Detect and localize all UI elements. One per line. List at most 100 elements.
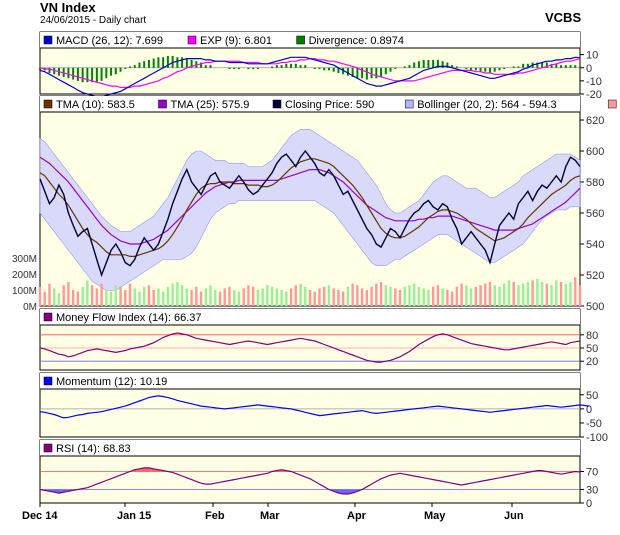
chart-title: VN Index — [40, 0, 96, 15]
divergence-bar — [195, 61, 198, 68]
divergence-bar — [152, 58, 155, 68]
volume-bar — [109, 291, 113, 306]
volume-bar — [417, 286, 421, 306]
volume-bar — [199, 291, 203, 306]
volume-bar — [507, 280, 511, 306]
rsi-overbought-fill — [151, 468, 157, 472]
momentum-tick-label: -100 — [586, 432, 608, 444]
divergence-bar — [484, 67, 487, 72]
tma10-line — [39, 158, 581, 257]
volume-bar — [431, 286, 435, 306]
rsi-oversold-fill — [66, 489, 71, 492]
volume-bar — [308, 290, 312, 306]
divergence-bar — [446, 62, 449, 68]
macd-line — [39, 56, 581, 98]
divergence-bar — [105, 67, 108, 79]
divergence-bar — [512, 66, 515, 68]
volume-bar — [346, 286, 350, 306]
price-legend-swatch — [158, 99, 167, 109]
volume-tick-label: 300M — [12, 254, 37, 265]
price-tick-label: 600 — [586, 146, 604, 158]
divergence-bar — [95, 67, 98, 83]
mfi-line — [39, 332, 581, 363]
volume-bar — [337, 290, 340, 306]
volume-bar — [427, 290, 430, 306]
volume-bar — [564, 283, 567, 306]
volume-bar — [76, 291, 80, 306]
rsi-overbought-fill — [279, 469, 284, 472]
divergence-bar — [91, 67, 94, 83]
divergence-bar — [247, 67, 250, 70]
divergence-bar — [550, 63, 553, 68]
divergence-bar — [294, 63, 297, 68]
divergence-bar — [332, 67, 335, 72]
volume-bar — [574, 277, 577, 306]
divergence-bar — [237, 67, 240, 70]
divergence-bar — [351, 67, 354, 77]
divergence-bar — [67, 67, 70, 79]
volume-bar — [214, 290, 217, 306]
volume-bar — [318, 288, 321, 306]
volume-bar — [171, 283, 174, 306]
momentum-tick-label: 0 — [586, 404, 592, 416]
momentum-legend-label: Momentum (12): 10.19 — [56, 376, 167, 388]
price-tick-label: 620 — [586, 115, 604, 127]
rsi-overbought-fill — [156, 469, 161, 472]
divergence-bar — [228, 67, 231, 70]
volume-bar — [161, 291, 165, 306]
x-axis-label: Feb — [205, 510, 225, 522]
divergence-bar — [76, 67, 79, 81]
divergence-bar — [380, 67, 383, 77]
volume-bar — [195, 286, 198, 306]
divergence-bar — [185, 58, 188, 68]
price-tick-label: 540 — [586, 239, 604, 251]
volume-bar — [408, 285, 411, 306]
rsi-legend-swatch — [43, 443, 53, 453]
volume-bar — [261, 288, 264, 306]
volume-bar — [460, 283, 463, 306]
price-tick-label: 560 — [586, 208, 604, 220]
divergence-bar — [233, 67, 236, 70]
volume-bar — [285, 291, 288, 306]
rsi-oversold-fill — [340, 489, 346, 494]
rsi-oversold-fill — [56, 489, 62, 494]
volume-bar — [365, 290, 369, 306]
divergence-bar — [503, 67, 506, 70]
rsi-oversold-fill — [47, 489, 52, 492]
volume-tick-label: 200M — [12, 270, 37, 281]
macd-legend-label: EXP (9): 6.801 — [200, 35, 272, 47]
divergence-bar — [375, 67, 378, 79]
divergence-bar — [470, 67, 473, 71]
macd-legend-swatch — [43, 35, 53, 45]
divergence-bar — [455, 66, 458, 68]
volume-bar — [133, 288, 136, 306]
divergence-bar — [143, 61, 146, 68]
divergence-bar — [541, 62, 544, 68]
volume-bar — [493, 285, 496, 306]
volume-bar — [242, 288, 245, 306]
volume-bar — [332, 288, 335, 306]
divergence-bar — [536, 62, 539, 68]
divergence-bar — [361, 67, 364, 79]
volume-bar — [450, 291, 454, 306]
volume-bar — [95, 288, 99, 306]
volume-bar — [379, 282, 383, 306]
rsi-line — [39, 467, 581, 495]
volume-bar — [289, 288, 293, 306]
price-legend-bar — [40, 96, 580, 112]
divergence-bar — [190, 59, 193, 68]
volume-bar — [228, 286, 231, 306]
divergence-bar — [181, 57, 184, 68]
divergence-bar — [394, 67, 397, 70]
volume-bar — [86, 280, 89, 306]
volume-bar — [138, 291, 141, 306]
macd-legend-swatch — [187, 35, 197, 45]
momentum-legend-bar — [40, 373, 580, 389]
divergence-bar — [356, 67, 359, 79]
divergence-bar — [427, 59, 430, 68]
volume-bar — [370, 286, 373, 306]
volume-bar — [327, 285, 331, 306]
volume-bar — [512, 282, 515, 306]
rsi-tick-label: 30 — [586, 485, 598, 497]
volume-bar — [218, 291, 222, 306]
